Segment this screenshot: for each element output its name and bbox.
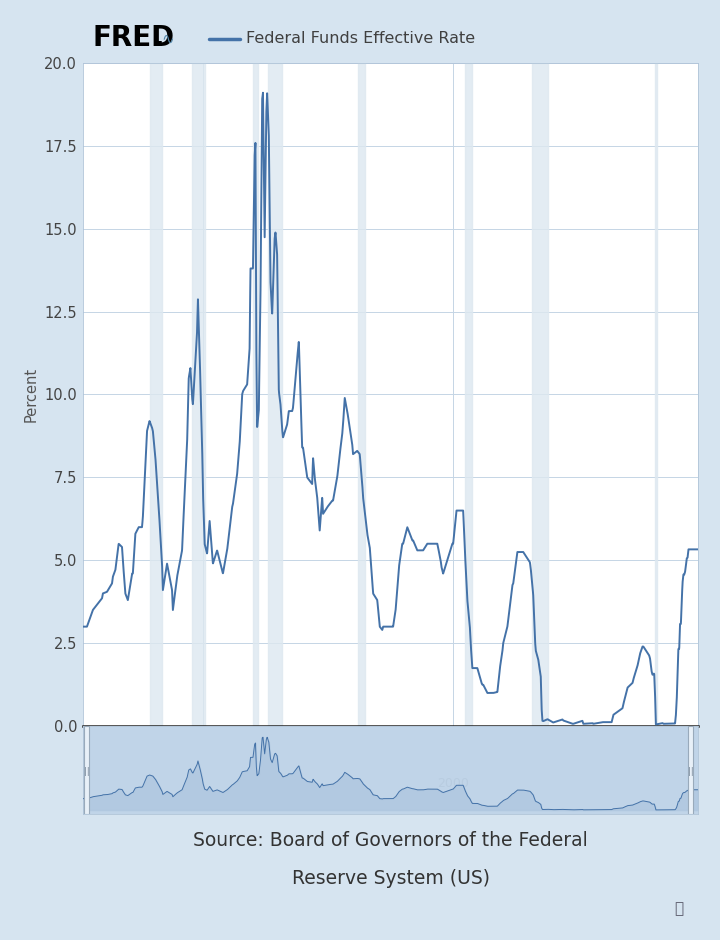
- Text: Source: Board of Governors of the Federal: Source: Board of Governors of the Federa…: [193, 831, 588, 851]
- Text: 2000: 2000: [437, 776, 469, 790]
- Text: FRED: FRED: [92, 24, 174, 53]
- Text: Federal Funds Effective Rate: Federal Funds Effective Rate: [246, 31, 475, 46]
- Text: .: .: [153, 24, 164, 53]
- Text: ⤢: ⤢: [674, 901, 683, 916]
- Bar: [84, 726, 89, 814]
- Y-axis label: Percent: Percent: [24, 367, 39, 422]
- Bar: [192, 63, 204, 726]
- Bar: [268, 63, 282, 726]
- Text: ∿: ∿: [161, 32, 174, 47]
- Bar: [655, 63, 657, 726]
- Text: ||: ||: [688, 767, 693, 776]
- Bar: [532, 63, 548, 726]
- Text: ||: ||: [84, 767, 90, 776]
- Bar: [150, 63, 162, 726]
- Bar: [688, 726, 693, 814]
- Bar: [358, 63, 365, 726]
- Bar: [253, 63, 258, 726]
- Text: Reserve System (US): Reserve System (US): [292, 869, 490, 887]
- Bar: [465, 63, 472, 726]
